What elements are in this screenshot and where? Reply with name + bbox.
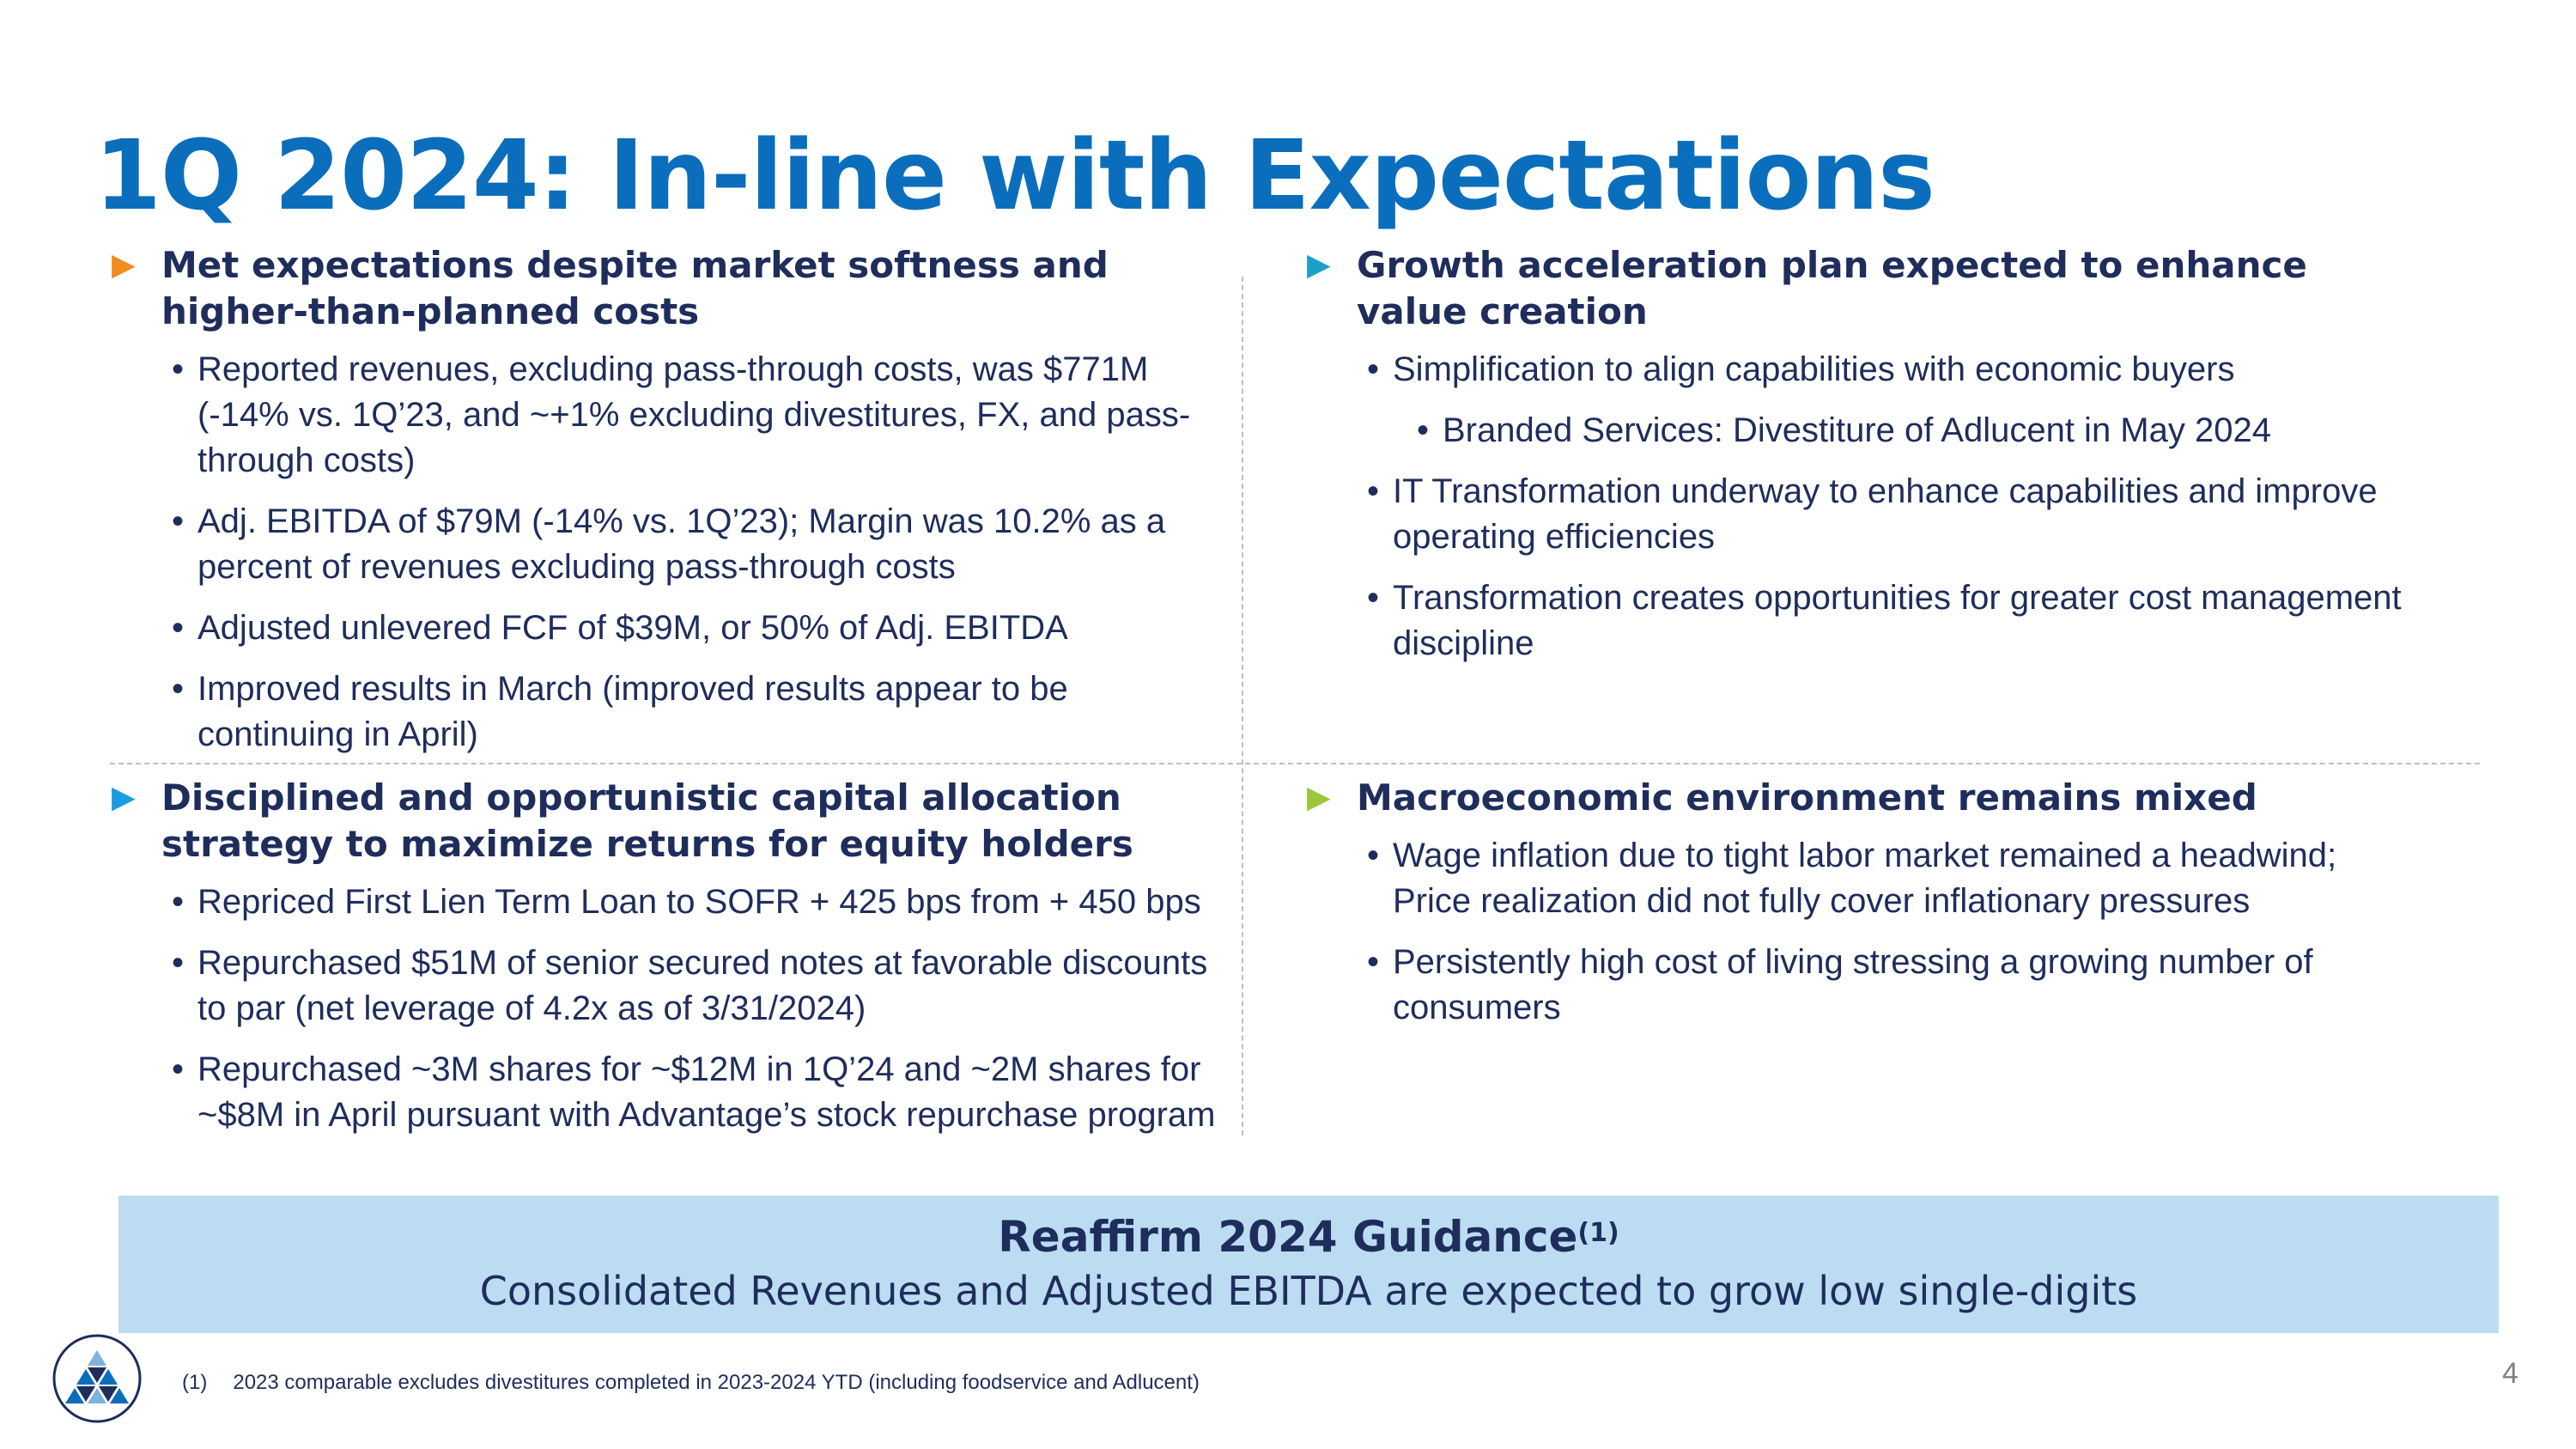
banner-title-text: Reaffirm 2024 Guidance [998,1212,1578,1262]
list-item: Persistently high cost of living stressi… [1305,940,2421,1031]
list-item: Transformation creates opportunities for… [1305,575,2421,667]
triangle-right-icon: ▶ [1307,780,1331,815]
footnote: (1) 2023 comparable excludes divestitures… [182,1371,1200,1395]
vertical-divider [1242,277,1243,1135]
list-item: Simplification to align capabilities wit… [1305,347,2421,393]
quadrant-growth: ▶ Growth acceleration plan expected to e… [1305,242,2421,682]
list-item: Branded Services: Divestiture of Adlucen… [1305,408,2421,454]
footnote-text: 2023 comparable excludes divestitures co… [233,1371,1200,1394]
list-item: Wage inflation due to tight labor market… [1305,833,2421,924]
bullet-list: Repriced First Lien Term Loan to SOFR + … [110,880,1226,1138]
quadrant-heading: ▶ Disciplined and opportunistic capital … [110,775,1226,868]
quadrant-heading: ▶ Met expectations despite market softne… [110,242,1226,335]
list-item: Adj. EBITDA of $79M (-14% vs. 1Q’23); Ma… [110,499,1226,590]
list-item: Repurchased $51M of senior secured notes… [110,941,1226,1032]
horizontal-divider [110,763,2480,764]
triangle-right-icon: ▶ [112,780,136,815]
bullet-list: IT Transformation underway to enhance ca… [1305,469,2421,667]
sub-bullet-list: Branded Services: Divestiture of Adlucen… [1305,408,2421,454]
quadrant-results: ▶ Met expectations despite market softne… [110,242,1226,773]
quadrant-heading: ▶ Growth acceleration plan expected to e… [1305,242,2421,335]
quadrant-capital-allocation: ▶ Disciplined and opportunistic capital … [110,775,1226,1154]
list-item: Repurchased ~3M shares for ~$12M in 1Q’2… [110,1047,1226,1138]
bullet-list: Simplification to align capabilities wit… [1305,347,2421,393]
page-title: 1Q 2024: In-line with Expectations [94,120,1935,232]
quadrant-heading: ▶ Macroeconomic environment remains mixe… [1305,775,2421,821]
banner-title: Reaffirm 2024 Guidance(1) [118,1209,2499,1264]
advantage-logo [52,1334,142,1423]
quadrant-macro: ▶ Macroeconomic environment remains mixe… [1305,775,2421,1046]
footnote-number: (1) [182,1371,208,1394]
footnote-marker: (1) [1577,1218,1619,1248]
heading-text: Growth acceleration plan expected to enh… [1357,244,2307,332]
bullet-list: Wage inflation due to tight labor market… [1305,833,2421,1031]
list-item: Reported revenues, excluding pass-throug… [110,347,1226,484]
guidance-banner: Reaffirm 2024 Guidance(1) Consolidated R… [118,1196,2499,1333]
list-item: Adjusted unlevered FCF of $39M, or 50% o… [110,606,1226,651]
list-item: IT Transformation underway to enhance ca… [1305,469,2421,560]
heading-text: Disciplined and opportunistic capital al… [161,776,1133,865]
triangle-right-icon: ▶ [1307,247,1331,283]
list-item: Improved results in March (improved resu… [110,667,1226,758]
page-number: 4 [2502,1357,2518,1390]
bullet-list: Reported revenues, excluding pass-throug… [110,347,1226,758]
triangle-right-icon: ▶ [112,247,136,283]
banner-subtitle: Consolidated Revenues and Adjusted EBITD… [479,1268,2138,1314]
heading-text: Macroeconomic environment remains mixed [1357,776,2257,819]
list-item: Repriced First Lien Term Loan to SOFR + … [110,880,1226,925]
heading-text: Met expectations despite market softness… [161,244,1109,332]
